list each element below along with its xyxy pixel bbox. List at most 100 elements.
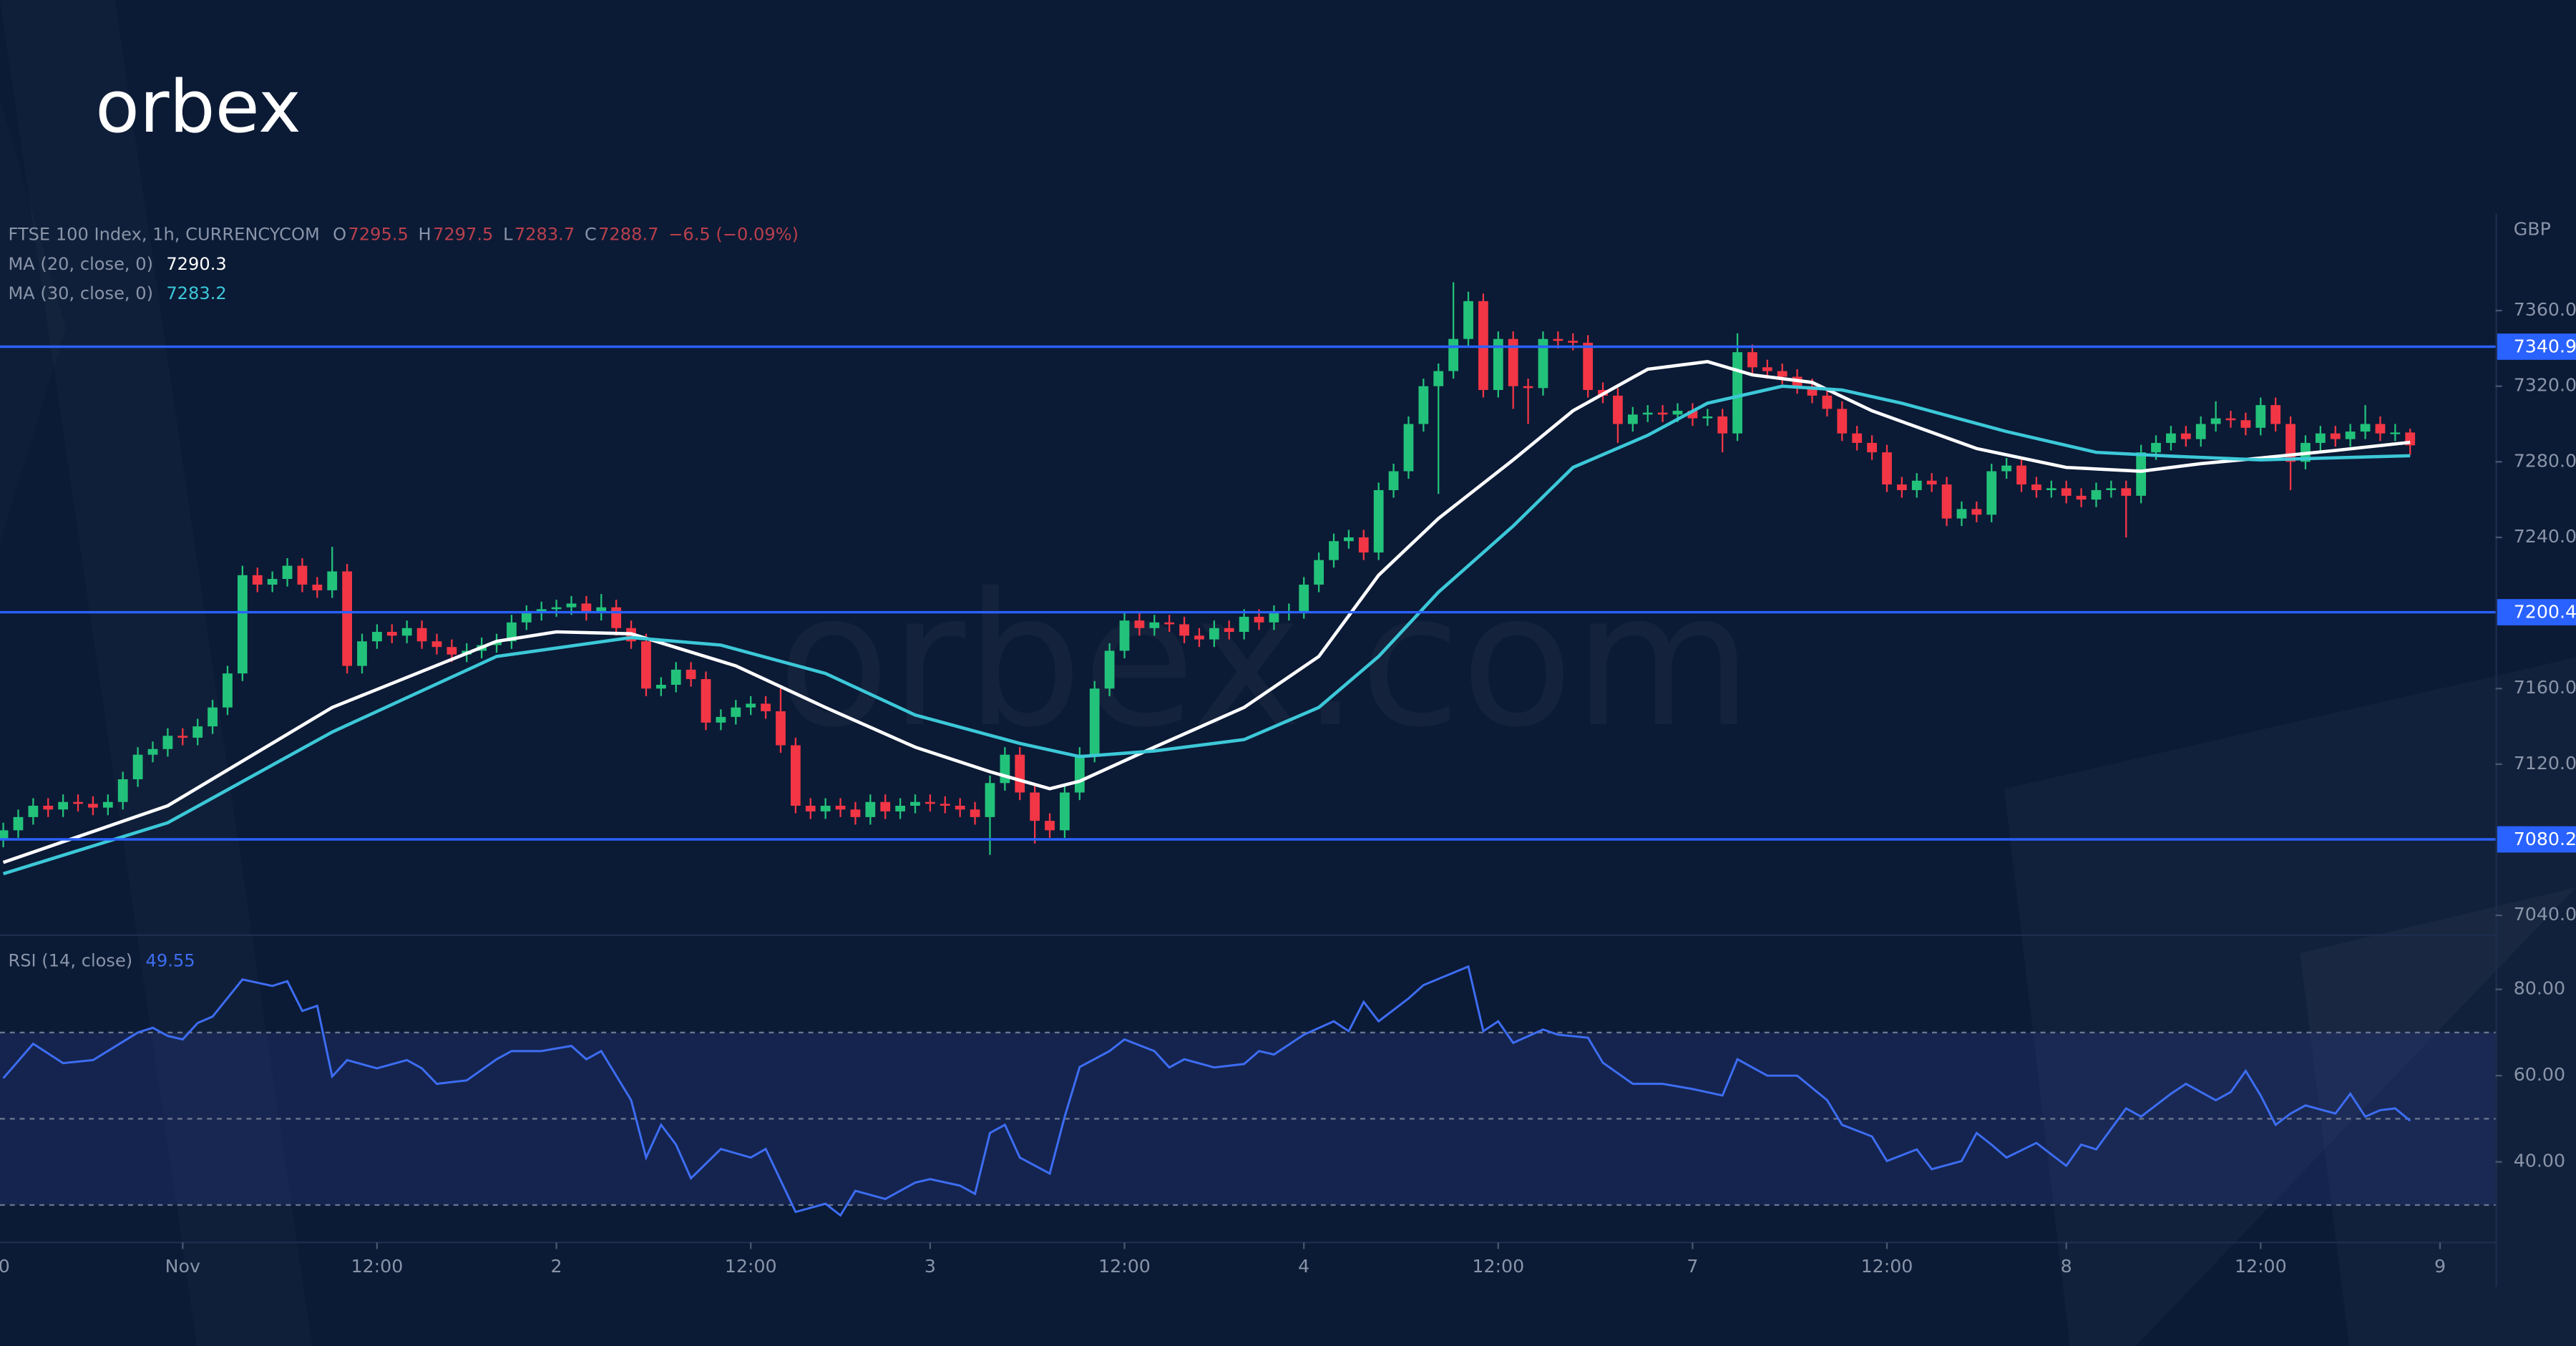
candle-body — [1926, 480, 1937, 485]
candle-body — [1179, 624, 1189, 636]
candle-body — [1777, 371, 1787, 377]
candle-body — [1239, 616, 1249, 633]
candle-body — [985, 783, 995, 817]
candle-body — [2016, 465, 2026, 485]
candle-body — [2076, 495, 2087, 500]
x-tick-label: 12:00 — [725, 1256, 777, 1277]
candle-body — [2061, 488, 2072, 496]
candle-body — [895, 805, 906, 811]
candle-body — [1672, 411, 1683, 415]
level-label: 7340.9 — [2514, 336, 2576, 357]
x-tick-label: 12:00 — [2235, 1256, 2287, 1277]
candle-body — [2375, 424, 2386, 434]
candle-body — [312, 584, 323, 590]
candle-body — [43, 805, 54, 810]
currency: GBP — [2514, 219, 2551, 240]
candle-body — [1971, 509, 1982, 515]
candle-body — [2315, 433, 2326, 443]
candle-body — [1343, 537, 1354, 542]
candle-body — [1164, 622, 1175, 625]
ohlc-label: O — [333, 224, 346, 244]
candle-body — [1956, 509, 1967, 519]
level-tag — [2497, 333, 2576, 360]
candle-body — [1642, 412, 1653, 415]
candle-body — [835, 805, 846, 810]
rsi-line — [2, 965, 2411, 1217]
x-tick-label: 7 — [1687, 1256, 1698, 1277]
x-tick-label: 12:00 — [351, 1256, 404, 1277]
candle-body — [1762, 367, 1772, 371]
candle-body — [1104, 650, 1115, 689]
candle-body — [73, 801, 83, 804]
candle-body — [386, 632, 397, 636]
candle-body — [88, 804, 98, 808]
candle-body — [1613, 395, 1623, 424]
candle-body — [1149, 622, 1160, 628]
ohlc-label: H — [419, 224, 431, 244]
y-tick-label: 60.00 — [2514, 1064, 2565, 1085]
ma-value: 7283.2 — [166, 283, 226, 303]
candle-body — [2210, 418, 2221, 424]
candle-body — [282, 565, 293, 580]
candle-body — [2106, 488, 2117, 490]
candle-body — [701, 679, 711, 723]
x-tick-label: 4 — [1298, 1256, 1309, 1277]
candle-body — [147, 748, 158, 755]
candle-body — [1269, 613, 1279, 623]
candle-body — [880, 801, 891, 811]
candle-body — [850, 809, 861, 817]
plot: 7040.07120.07160.07240.07280.07320.07360… — [0, 282, 2576, 1277]
candle-body — [566, 603, 577, 608]
candle-body — [431, 641, 442, 648]
rsi-name: RSI (14, close) — [8, 951, 132, 971]
candle-body — [1911, 480, 1922, 490]
candle-body — [447, 647, 457, 655]
candle-body — [1837, 409, 1848, 434]
candle-body — [342, 571, 353, 666]
candle-body — [1583, 342, 1594, 390]
candle-body — [761, 703, 771, 711]
watermark: orbex.com — [777, 553, 1752, 768]
candle-body — [2225, 418, 2236, 421]
candle-body — [2390, 432, 2401, 434]
x-tick-label: 12:00 — [1098, 1256, 1151, 1277]
candle-body — [2270, 405, 2281, 424]
candle-body — [2136, 452, 2147, 496]
candle-body — [1060, 792, 1070, 831]
candle-body — [2121, 488, 2132, 496]
logo: orbex — [95, 64, 301, 149]
candle-body — [1433, 371, 1444, 386]
candle-body — [162, 736, 173, 749]
moving-average — [2, 360, 2411, 864]
x-tick-label: 12:00 — [1861, 1256, 1913, 1277]
candle-body — [401, 628, 412, 636]
candle-body — [1717, 416, 1728, 434]
candle-body — [492, 641, 502, 645]
candle-body — [1030, 792, 1040, 821]
header: FTSE 100 Index, 1h, CURRENCYCOM O 7295.5 H 7… — [8, 224, 799, 244]
candle-body — [1000, 754, 1010, 784]
candle-body — [177, 736, 188, 738]
candle-body — [1254, 616, 1264, 623]
moving-average — [2, 384, 2411, 876]
candle-body — [0, 830, 9, 840]
candle-body — [1687, 411, 1698, 419]
ma-legend: MA (30, close, 0) 7283.2 — [8, 283, 226, 303]
candle-body — [2151, 442, 2161, 453]
candle-body — [132, 754, 143, 780]
candle-body — [2166, 433, 2176, 443]
candle-body — [2001, 465, 2012, 472]
candle-body — [2345, 431, 2356, 439]
ma-legend: MA (20, close, 0) 7290.3 — [8, 254, 226, 274]
candle-body — [581, 603, 592, 613]
candle-body — [1314, 560, 1324, 585]
candle-body — [521, 613, 532, 623]
candle-body — [746, 703, 756, 708]
candle-body — [1299, 584, 1309, 611]
candle-body — [102, 801, 113, 808]
x-tick-label: Nov — [165, 1256, 200, 1277]
candle-body — [686, 669, 696, 680]
change: −6.5 (−0.09%) — [668, 224, 799, 244]
ma-value: 7290.3 — [166, 254, 226, 274]
